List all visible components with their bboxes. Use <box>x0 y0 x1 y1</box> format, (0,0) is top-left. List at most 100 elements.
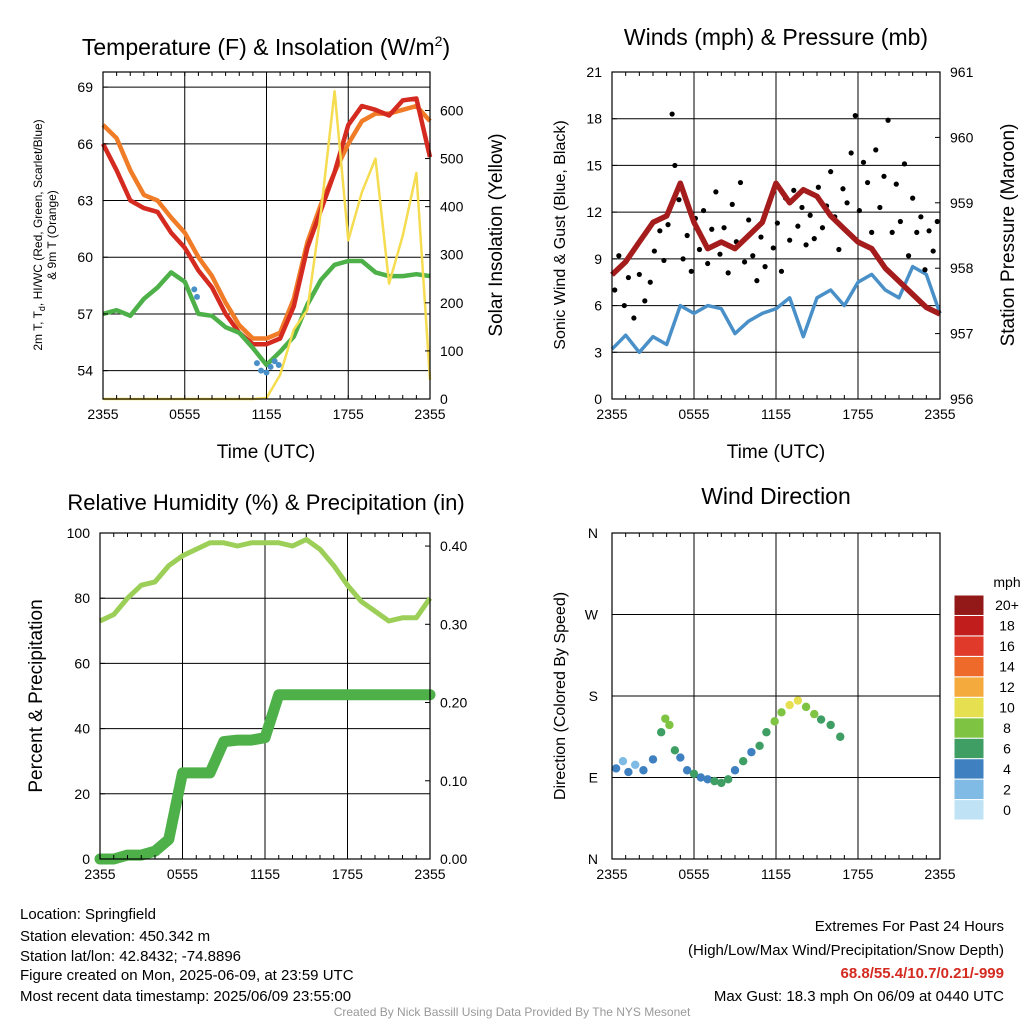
series-line-9m-t <box>101 103 432 341</box>
x-tick-label: 2355 <box>924 866 955 882</box>
direction-point <box>747 747 756 757</box>
x-tick-label: 1155 <box>251 406 281 422</box>
colorbar-swatch <box>953 758 985 780</box>
gust-point <box>636 271 642 278</box>
direction-point <box>770 717 779 726</box>
gust-point <box>762 264 768 270</box>
y-tick-label: 3 <box>594 344 602 360</box>
y2-tick-label: 0.20 <box>440 695 467 711</box>
x-tick-label: 0555 <box>678 406 709 422</box>
direction-point <box>826 720 835 730</box>
y2-tick-label: 961 <box>950 64 974 80</box>
gust-point <box>905 253 912 259</box>
gust-point <box>642 298 648 304</box>
x-tick-label: 1155 <box>761 406 791 422</box>
colorbar-swatch <box>953 655 985 678</box>
gust-point <box>840 186 846 192</box>
gust-point <box>631 315 637 321</box>
colorbar-swatch <box>953 799 985 821</box>
gust-point <box>750 253 756 259</box>
y-tick-label: 100 <box>67 525 91 541</box>
direction-point <box>801 702 811 712</box>
gust-point <box>774 220 780 226</box>
direction-point <box>611 764 621 773</box>
gust-point <box>836 246 842 253</box>
title-end: ) <box>442 34 450 60</box>
x-tick-label: 2355 <box>87 406 118 422</box>
chart-title: Temperature (F) & Insolation (W/m2) <box>82 33 450 60</box>
gust-point <box>803 242 809 248</box>
y-tick-label: 54 <box>77 363 93 379</box>
colorbar-swatch <box>953 594 985 616</box>
y-tick-label: 9 <box>594 251 602 267</box>
y-label-subscript: d <box>37 306 47 311</box>
direction-point <box>657 728 666 737</box>
y-axis-label: 2m T, Td, HI/WC (Red, Green, Scarlet/Blu… <box>31 119 47 350</box>
gust-point <box>869 229 875 235</box>
y2-tick-label: 0.30 <box>440 616 467 632</box>
y2-tick-label: 400 <box>440 199 464 215</box>
y-tick-label: S <box>589 688 598 704</box>
gust-point <box>737 179 744 186</box>
x-tick-label: 2355 <box>414 866 445 882</box>
y-tick-label: 0 <box>594 391 602 407</box>
colorbar-swatch <box>953 778 985 801</box>
wc-point <box>275 361 282 368</box>
gust-point <box>672 162 678 169</box>
gust-point <box>758 234 764 240</box>
wc-point <box>194 293 201 300</box>
y-tick-label: 60 <box>77 249 93 265</box>
gust-point <box>616 253 622 259</box>
direction-point <box>836 732 845 741</box>
direction-point <box>793 696 803 705</box>
series-line-sonic-wind <box>610 264 942 355</box>
x-tick-label: 0555 <box>167 866 198 882</box>
colorbar-swatch <box>953 635 985 657</box>
series-line-relative-humidity <box>98 537 433 624</box>
direction-point <box>648 755 658 764</box>
direction-point <box>703 775 712 784</box>
info-created: Figure created on Mon, 2025-06-09, at 23… <box>20 967 354 984</box>
y-axis-label-line2: & 9m T (Orange) <box>45 190 59 280</box>
colorbar-label: 6 <box>1003 740 1011 756</box>
x-tick-label: 2355 <box>596 866 627 882</box>
gust-point <box>696 246 703 253</box>
gust-point <box>856 207 862 214</box>
direction-point <box>670 746 680 755</box>
y2-tick-label: 958 <box>950 260 974 276</box>
direction-point <box>618 757 628 766</box>
y-axis-label: Percent & Precipitation <box>26 599 47 792</box>
gust-point <box>791 187 797 193</box>
y2-tick-label: 600 <box>440 102 464 118</box>
gust-point <box>815 184 821 190</box>
y-axis-label: Direction (Colored By Speed) <box>552 592 569 800</box>
info-recent: Most recent data timestamp: 2025/06/09 2… <box>20 988 352 1005</box>
gust-point <box>770 245 776 251</box>
y2-tick-label: 0 <box>440 391 448 407</box>
colorbar-label: 18 <box>999 618 1015 634</box>
x-tick-label: 1155 <box>250 866 280 882</box>
direction-point <box>639 766 648 775</box>
direction-point <box>723 775 733 784</box>
x-tick-label: 1155 <box>761 866 791 882</box>
series-line-td <box>102 258 431 368</box>
colorbar-swatch <box>953 737 985 760</box>
gust-point <box>799 204 805 211</box>
wc-point <box>258 367 265 374</box>
y-label-part: 2m T, T <box>31 310 45 350</box>
extremes-values: 68.8/55.4/10.7/0.21/-999 <box>840 965 1004 982</box>
series-line-station-pressure <box>610 180 942 317</box>
gust-point <box>881 173 887 179</box>
wc-point <box>253 360 260 367</box>
y-tick-label: 69 <box>77 79 93 95</box>
y2-tick-label: 100 <box>440 343 464 359</box>
y2-tick-label: 0.10 <box>440 773 467 789</box>
direction-point <box>777 708 786 717</box>
y-axis-label: Sonic Wind & Gust (Blue, Black) <box>552 120 569 349</box>
direction-point <box>739 757 748 766</box>
gust-point <box>795 223 801 229</box>
extremes-subheading: (High/Low/Max Wind/Precipitation/Snow De… <box>688 942 1004 959</box>
series-line-2m-t <box>100 96 433 347</box>
gust-point <box>651 248 657 254</box>
y2-tick-label: 300 <box>440 247 464 263</box>
